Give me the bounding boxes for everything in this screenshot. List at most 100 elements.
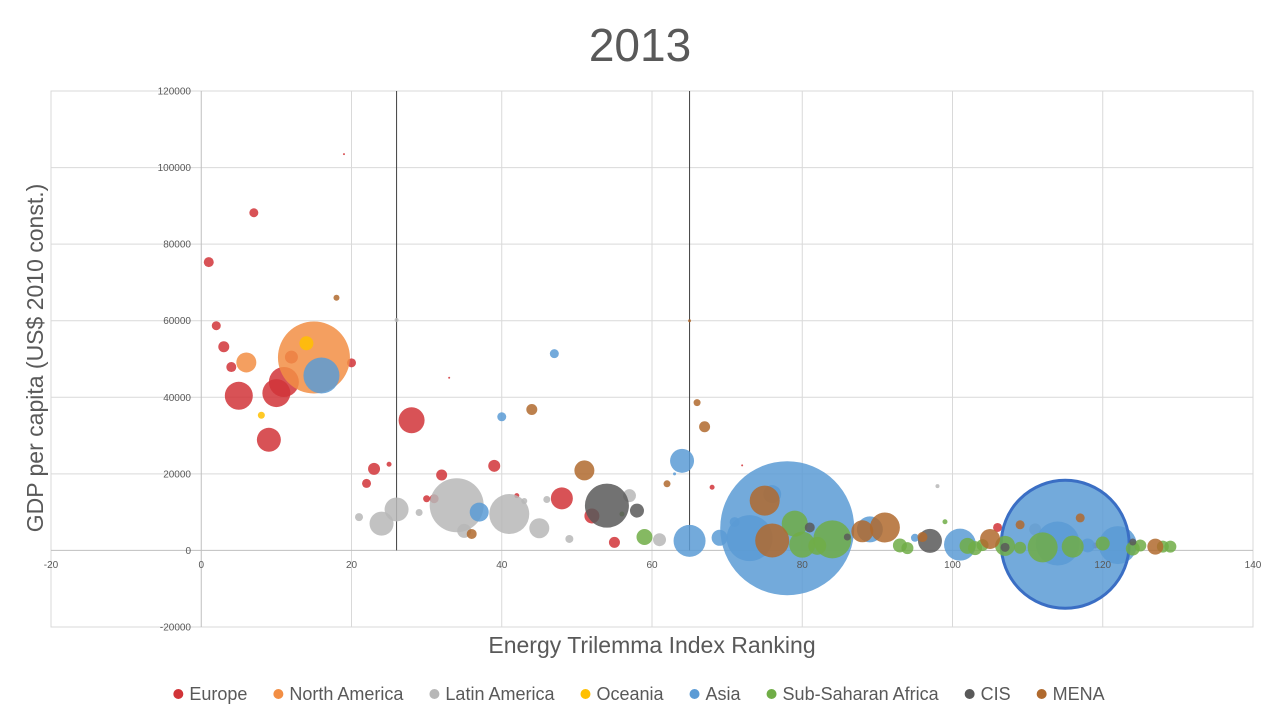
bubble-oceania (257, 411, 265, 419)
y-tick-label: 100000 (158, 163, 192, 174)
bubble-mena (663, 480, 671, 488)
bubble-europe (436, 469, 448, 481)
bubble-latin-america (369, 511, 394, 536)
chart-title: 2013 (589, 19, 691, 71)
legend-item-asia: Asia (689, 684, 742, 704)
y-tick-label: -20000 (160, 623, 192, 634)
bubble-europe (226, 362, 237, 373)
bubble-sub-saharan-africa (1061, 535, 1084, 558)
bubble-asia (673, 472, 677, 476)
x-tick-label: 0 (198, 560, 204, 571)
bubble-latin-america (489, 494, 530, 535)
y-axis-title: GDP per capita (US$ 2010 const.) (22, 184, 48, 533)
bubble-europe (224, 381, 253, 410)
bubble-mena (526, 404, 538, 416)
legend-label: North America (289, 684, 404, 704)
legend-item-cis: CIS (964, 684, 1011, 704)
legend: Europe North America Latin America Oceania A… (173, 684, 1105, 704)
bubble-sub-saharan-africa (1014, 541, 1027, 554)
bubble-mena (688, 319, 692, 323)
legend-label: Asia (706, 684, 742, 704)
bubble-europe (608, 536, 620, 548)
bubble-mena (466, 528, 477, 539)
plot-area: -20 0 20 40 60 80 100 120 140 -20000 0 20000 40000 6… (44, 87, 1262, 634)
bubble-asia (549, 349, 559, 359)
bubble-latin-america (521, 498, 528, 505)
x-tick-label: -20 (44, 560, 59, 571)
legend-label: Europe (189, 684, 247, 704)
bubble-sub-saharan-africa (789, 531, 816, 558)
bubble-mena (851, 520, 874, 543)
x-tick-label: 60 (646, 560, 658, 571)
bubble-mena (980, 528, 1001, 549)
bubble-sub-saharan-africa (901, 542, 914, 555)
bubble-cis (584, 483, 629, 528)
bubble-europe (218, 341, 230, 353)
legend-item-latin-america: Latin America (429, 684, 555, 704)
bubble-mena (1147, 538, 1164, 555)
bubble-sub-saharan-africa (813, 520, 852, 559)
bubble-europe (398, 407, 425, 434)
bubble-europe (386, 461, 392, 467)
legend-label: Oceania (596, 684, 664, 704)
legend-marker (689, 689, 700, 699)
bubble-sub-saharan-africa (781, 510, 808, 537)
bubble-europe (203, 257, 214, 268)
legend-marker (766, 689, 777, 699)
bubble-latin-america (384, 497, 409, 522)
y-tick-label: 120000 (158, 87, 192, 98)
bubble-asia (469, 502, 489, 522)
bubble-europe (741, 464, 744, 467)
bubble-latin-america (355, 513, 364, 522)
legend-marker (273, 689, 284, 699)
legend-item-mena: MENA (1036, 684, 1105, 704)
legend-marker (173, 689, 184, 699)
bubble-latin-america (429, 478, 484, 533)
legend-label: Sub-Saharan Africa (783, 684, 940, 704)
legend-item-north-america: North America (273, 684, 404, 704)
bubble-mena (699, 421, 711, 433)
bubble-asia (303, 357, 340, 394)
bubble-europe (211, 321, 221, 331)
bubbles (203, 153, 1177, 610)
bubble-europe (368, 462, 381, 475)
bubble-mena (755, 523, 790, 558)
bubble-europe (709, 484, 715, 490)
bubble-mena (1075, 513, 1085, 523)
bubble-europe (993, 522, 1003, 532)
y-tick-label: 40000 (163, 393, 191, 404)
bubble-oceania (299, 336, 314, 351)
x-tick-label: 80 (797, 560, 809, 571)
legend-marker (1036, 689, 1047, 699)
bubble-europe (256, 427, 281, 452)
y-tick-label: 20000 (163, 469, 191, 480)
bubble-mena (869, 512, 900, 543)
legend-label: CIS (981, 684, 1011, 704)
bubble-asia (497, 412, 507, 422)
bubble-europe (488, 459, 501, 472)
bubble-cis (1129, 538, 1137, 546)
bubble-europe (423, 495, 431, 503)
bubble-europe (550, 487, 573, 510)
bubble-mena (1015, 520, 1025, 530)
bubble-mena (333, 294, 340, 301)
x-tick-label: 140 (1245, 560, 1262, 571)
legend-label: Latin America (445, 684, 555, 704)
legend-marker (429, 689, 440, 699)
bubble-mena (574, 460, 595, 481)
bubble-sub-saharan-africa (1164, 540, 1177, 553)
bubble-latin-america (529, 518, 550, 539)
legend-item-oceania: Oceania (580, 684, 665, 704)
bubble-sub-saharan-africa (1095, 536, 1110, 551)
x-tick-label: 20 (346, 560, 358, 571)
x-tick-label: 40 (496, 560, 508, 571)
bubble-sub-saharan-africa (1134, 539, 1147, 552)
bubble-europe (448, 376, 451, 379)
legend-label: MENA (1053, 684, 1105, 704)
bubble-europe (362, 478, 372, 488)
x-tick-label: 120 (1094, 560, 1111, 571)
legend-item-europe: Europe (173, 684, 247, 704)
bubble-asia (670, 448, 695, 473)
